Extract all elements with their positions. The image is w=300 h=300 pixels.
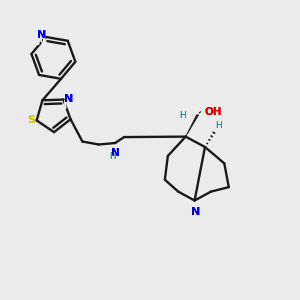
- Text: OH: OH: [204, 107, 222, 117]
- Text: H: H: [179, 111, 186, 120]
- Text: N: N: [36, 35, 46, 48]
- Text: N: N: [191, 207, 200, 218]
- Text: OH: OH: [204, 107, 222, 117]
- Text: N: N: [37, 30, 46, 40]
- Text: H: H: [109, 152, 115, 161]
- Text: N: N: [111, 148, 119, 158]
- Text: S: S: [27, 116, 35, 125]
- Text: N: N: [37, 30, 46, 40]
- Text: OH: OH: [194, 106, 214, 118]
- Text: H: H: [109, 152, 115, 161]
- Text: H: H: [215, 122, 222, 130]
- Text: H: H: [215, 122, 222, 130]
- Text: N: N: [63, 99, 73, 112]
- Text: N: N: [191, 207, 200, 218]
- Text: N: N: [111, 148, 119, 158]
- Text: N: N: [64, 94, 73, 104]
- Text: H: H: [179, 111, 186, 120]
- Text: N: N: [64, 94, 73, 104]
- Text: N: N: [110, 148, 120, 161]
- Polygon shape: [186, 111, 201, 136]
- Text: S: S: [27, 116, 35, 125]
- Text: S: S: [27, 120, 36, 134]
- Text: N: N: [190, 207, 201, 220]
